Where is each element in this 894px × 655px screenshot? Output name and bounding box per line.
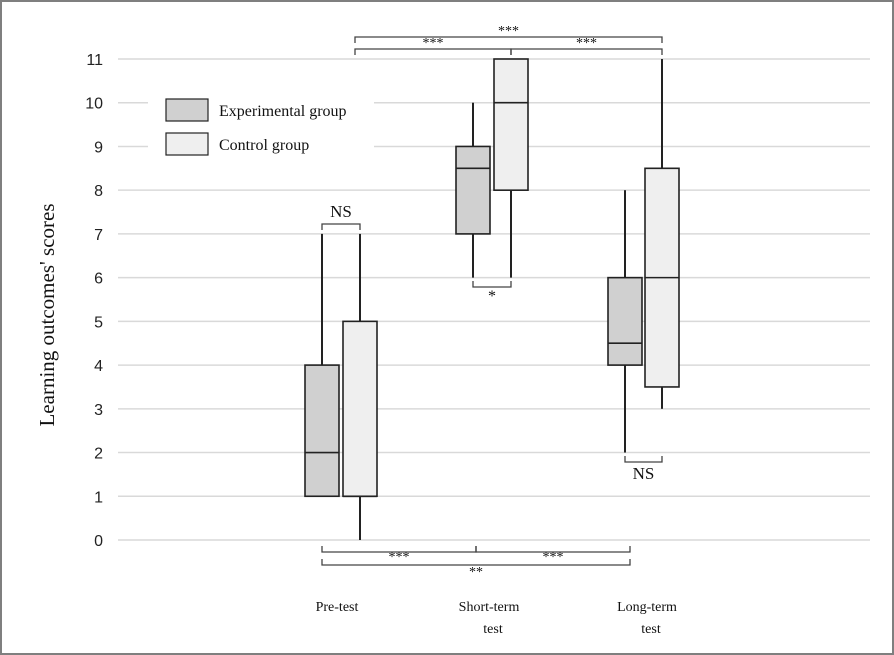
significance-label: ***: [498, 24, 519, 39]
significance-bracket: ***: [321, 546, 477, 565]
bracket-line: [354, 36, 663, 43]
legend-label-experimental: Experimental group: [219, 103, 347, 120]
bracket-line: [475, 546, 631, 553]
y-tick-label: 3: [94, 402, 103, 419]
y-tick-label: 6: [94, 271, 103, 288]
y-tick-label: 1: [94, 489, 103, 506]
significance-label: NS: [330, 202, 352, 221]
significance-label: ***: [389, 550, 410, 565]
box-experimental-0: [304, 233, 340, 498]
box-body: [607, 276, 643, 366]
box-body: [304, 364, 340, 498]
x-category-label: test: [483, 622, 503, 637]
y-tick-label: 11: [86, 52, 103, 69]
bracket-line: [472, 281, 512, 288]
significance-bracket: ***: [354, 36, 512, 55]
significance-label: NS: [633, 464, 655, 483]
legend: Experimental group Control group: [148, 88, 374, 160]
box-series: [304, 58, 680, 540]
significance-label: *: [488, 288, 496, 305]
y-tick-label: 4: [94, 358, 103, 375]
y-tick-label: 2: [94, 446, 103, 463]
box-body: [455, 145, 491, 235]
x-category-label: Long-term: [617, 600, 677, 615]
significance-bracket: ***: [354, 24, 663, 43]
bracket-line: [321, 223, 361, 230]
significance-bracket: ***: [510, 36, 663, 55]
x-category-label: Short-term: [459, 600, 520, 615]
box-body: [342, 320, 378, 498]
significance-annotations: NS*NS*** ********* *****: [321, 24, 663, 580]
box-experimental-2: [607, 190, 643, 453]
legend-swatch-control: [165, 132, 209, 156]
significance-bracket: **: [321, 559, 631, 580]
y-tick-label: 9: [94, 139, 103, 156]
box-experimental-1: [455, 102, 491, 278]
y-tick-labels: 0 1 2 3 4 5 6 7 8 9 10 11: [85, 52, 103, 550]
significance-bracket: NS: [321, 202, 361, 230]
significance-label: ***: [576, 36, 597, 51]
x-category-label: test: [641, 622, 661, 637]
legend-swatch-experimental: [165, 98, 209, 122]
significance-label: ***: [423, 36, 444, 51]
bracket-line: [510, 48, 663, 55]
significance-bracket: ***: [475, 546, 631, 565]
legend-label-control: Control group: [219, 137, 309, 154]
significance-label: **: [469, 565, 483, 580]
y-tick-label: 5: [94, 314, 103, 331]
bracket-line: [321, 559, 631, 566]
box-control-1: [493, 58, 529, 278]
significance-label: ***: [543, 550, 564, 565]
y-tick-label: 10: [85, 96, 103, 113]
box-body: [493, 58, 529, 191]
box-control-2: [644, 59, 680, 409]
x-category-labels: Pre-test Short-term test Long-term test: [316, 600, 677, 637]
y-tick-label: 8: [94, 183, 103, 200]
significance-bracket: *: [472, 281, 512, 305]
x-category-label: Pre-test: [316, 600, 359, 615]
y-axis-label: Learning outcomes' scores: [35, 203, 59, 426]
y-tick-label: 0: [94, 533, 103, 550]
y-tick-label: 7: [94, 227, 103, 244]
bracket-line: [624, 456, 663, 463]
box-control-0: [342, 233, 378, 540]
significance-bracket: NS: [624, 456, 663, 483]
